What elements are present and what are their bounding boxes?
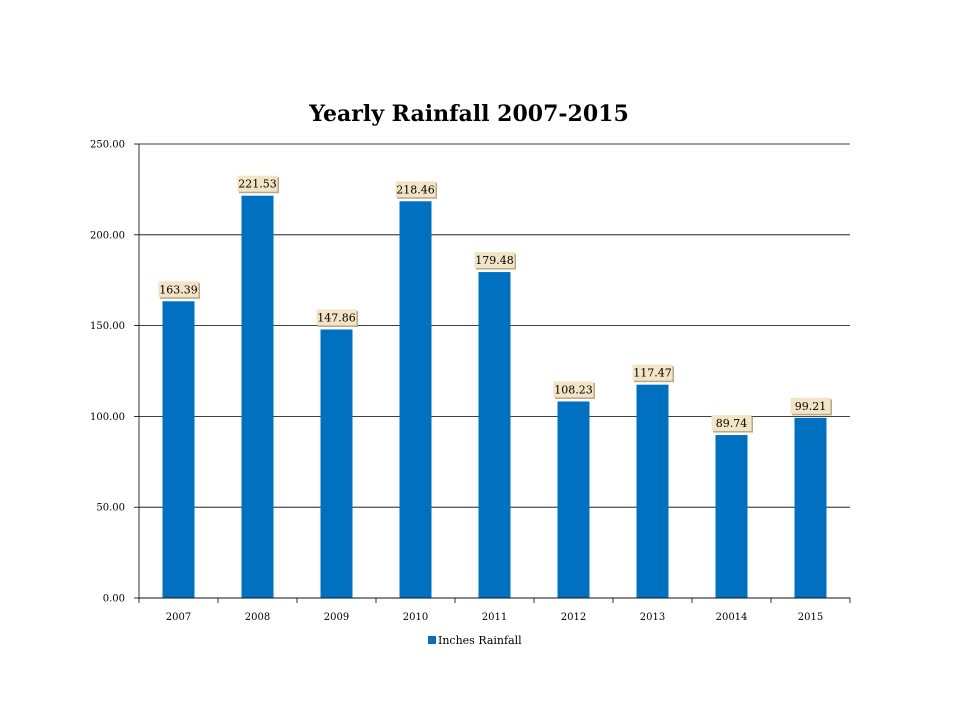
bar-2013 [636,384,669,598]
data-label-box [632,364,673,381]
x-tick-label: 2015 [798,612,823,623]
x-tick-label: 20014 [716,612,748,623]
y-tick-label: 0.00 [103,594,125,605]
bar-2008 [241,195,274,598]
bar-2011 [478,272,511,598]
data-label-box [316,309,357,326]
x-tick-label: 2008 [245,612,270,623]
data-label: 89.74 [716,417,748,430]
data-label: 108.23 [554,383,593,396]
x-tick-label: 2012 [561,612,586,623]
bar-2009 [320,329,353,598]
x-tick-label: 2013 [640,612,665,623]
y-tick-label: 250.00 [90,140,125,151]
y-tick-label: 200.00 [90,230,125,241]
data-label-box [395,181,436,198]
data-label-box [237,175,278,192]
data-label: 218.46 [396,183,435,196]
y-tick-label: 50.00 [96,503,125,514]
bars [162,195,827,598]
bar-2010 [399,201,432,598]
data-label-box [711,415,752,432]
data-label: 99.21 [795,400,827,413]
chart-title: Yearly Rainfall 2007-2015 [308,101,629,127]
data-labels: 163.39 221.53 147.86 218.46 179.48 108.23 117.… [158,175,832,433]
data-label: 147.86 [317,311,356,324]
data-label-box [158,281,199,298]
x-tick-label: 2009 [324,612,349,623]
bar-2012 [557,401,590,598]
data-label: 163.39 [159,283,198,296]
data-label: 117.47 [633,367,672,380]
data-label-box [790,397,831,414]
bar-2015 [794,417,827,598]
x-tick-label: 2007 [166,612,191,623]
x-tick-label: 2010 [403,612,428,623]
legend: Inches Rainfall [428,634,522,647]
y-tick-label: 100.00 [90,412,125,423]
data-label-box [553,381,594,398]
bar-20014 [715,435,748,598]
y-tick-label: 150.00 [90,321,125,332]
data-label: 179.48 [475,254,514,267]
x-tick-label: 2011 [482,612,507,623]
legend-label: Inches Rainfall [438,634,522,647]
data-label: 221.53 [238,178,277,191]
bar-2007 [162,301,195,598]
axes: 0.00 50.00 100.00 150.00 200.00 250.00 2007 200… [90,140,851,623]
data-label-box [474,252,515,269]
legend-swatch [428,636,436,644]
